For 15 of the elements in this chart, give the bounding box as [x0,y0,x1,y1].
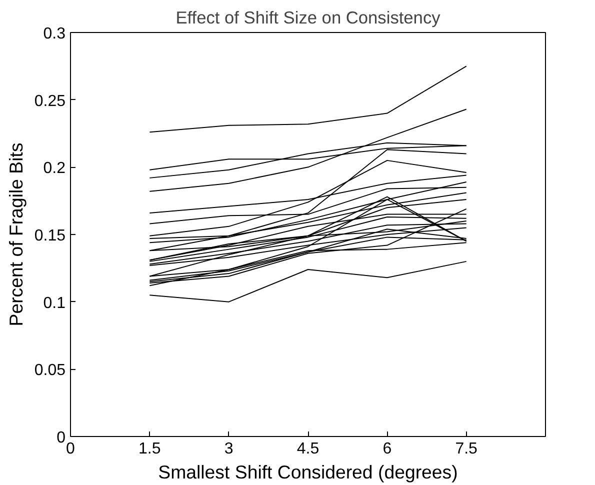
x-tick-label: 1.5 [138,440,161,458]
chart-title: Effect of Shift Size on Consistency [176,8,441,28]
x-tick-label: 6 [382,440,392,458]
x-tick-label: 3 [224,440,234,458]
x-axis-title: Smallest Shift Considered (degrees) [158,462,458,482]
x-tick-label: 7.5 [455,440,478,458]
y-tick-label: 0.2 [43,160,66,178]
y-tick-label: 0.1 [43,294,66,312]
y-tick-label: 0.05 [34,362,66,380]
y-tick-label: 0.3 [43,26,66,42]
x-tick-label: 4.5 [296,440,320,458]
y-axis-title: Percent of Fragile Bits [5,142,26,326]
y-tick-label: 0.25 [34,92,66,110]
y-tick-label: 0.15 [34,228,66,244]
y-tick-label: 0 [56,430,66,446]
